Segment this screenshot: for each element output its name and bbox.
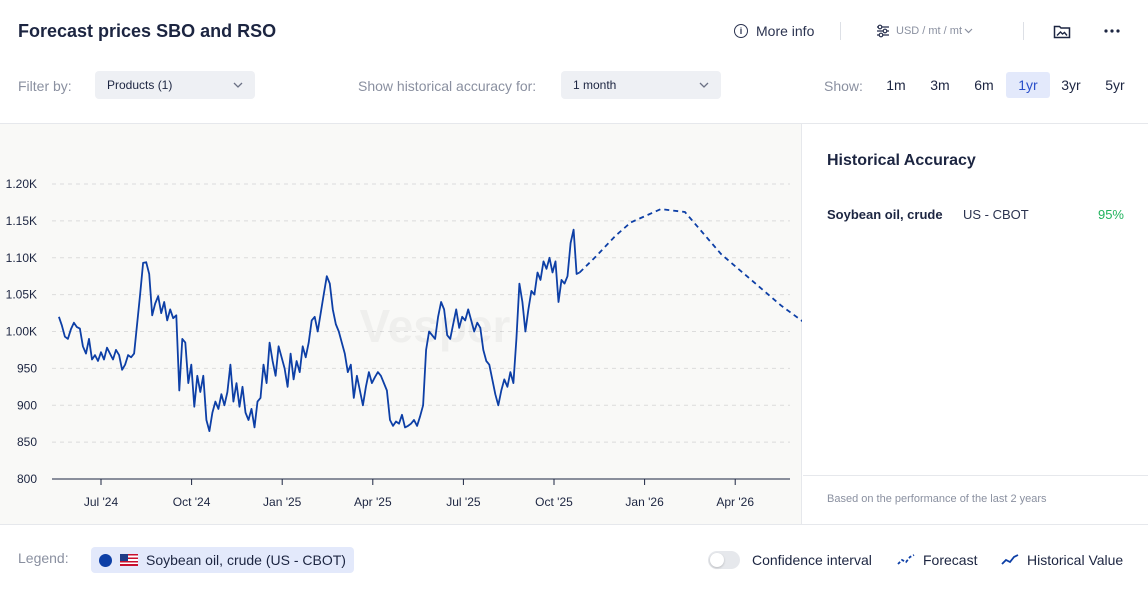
accuracy-row: Soybean oil, crude US - CBOT 95% [827, 207, 1124, 222]
header: Forecast prices SBO and RSO i More info … [0, 0, 1148, 124]
forecast-legend-label: Forecast [923, 552, 978, 568]
historical-series-line [58, 228, 581, 432]
divider [803, 475, 1148, 476]
legend-item-soybean-oil[interactable]: Soybean oil, crude (US - CBOT) [91, 547, 354, 573]
more-options-button[interactable] [1101, 20, 1123, 42]
x-tick-label: Oct '24 [173, 495, 211, 509]
x-tick-label: Apr '25 [354, 495, 392, 509]
unit-select[interactable]: USD / mt / mt [876, 24, 973, 38]
y-tick-label: 800 [17, 472, 37, 486]
x-tick-label: Jan '26 [625, 495, 664, 509]
x-tick-label: Jan '25 [263, 495, 302, 509]
unit-label: USD / mt / mt [896, 25, 962, 37]
accuracy-select[interactable]: 1 month [561, 71, 721, 99]
x-tick-label: Jul '24 [84, 495, 119, 509]
x-tick-label: Jul '25 [446, 495, 481, 509]
y-tick-label: 1.10K [6, 251, 37, 265]
range-button-1yr[interactable]: 1yr [1006, 72, 1050, 98]
accuracy-panel: Historical Accuracy Soybean oil, crude U… [803, 124, 1148, 524]
save-image-button[interactable] [1051, 20, 1073, 42]
chart-panel: Vesper 800 850 900 950 1.00K 1.05K 1.10K 1.15K 1… [0, 124, 1053, 524]
accuracy-label: Show historical accuracy for: [358, 78, 537, 94]
y-tick-label: 1.15K [6, 214, 37, 228]
products-select[interactable]: Products (1) [95, 71, 255, 99]
show-label: Show: [824, 78, 863, 94]
accuracy-select-value: 1 month [573, 78, 617, 92]
accuracy-value: 95% [1097, 207, 1124, 222]
historical-value-legend[interactable]: Historical Value [1001, 552, 1123, 568]
legend-label: Legend: [18, 550, 69, 566]
range-button-1m[interactable]: 1m [886, 77, 906, 93]
chevron-down-icon [699, 82, 709, 88]
y-tick-label: 1.05K [6, 288, 37, 302]
y-tick-label: 1.20K [6, 177, 37, 191]
series-color-dot [99, 553, 112, 567]
sliders-icon [877, 24, 889, 38]
watermark-text: Vesper [360, 300, 511, 352]
forecast-legend[interactable]: Forecast [897, 552, 977, 568]
range-button-6m[interactable]: 6m [974, 77, 994, 93]
confidence-interval-toggle[interactable] [708, 551, 740, 569]
us-flag-icon [120, 554, 138, 566]
legend-footer: Legend: Soybean oil, crude (US - CBOT) C… [0, 524, 1148, 591]
filter-label: Filter by: [18, 78, 72, 94]
accuracy-exchange: US - CBOT [963, 207, 1029, 222]
range-button-5yr[interactable]: 5yr [1105, 77, 1125, 93]
range-button-3yr[interactable]: 3yr [1061, 77, 1081, 93]
accuracy-footnote: Based on the performance of the last 2 y… [827, 493, 1047, 505]
products-select-value: Products (1) [107, 78, 173, 92]
image-folder-icon [1053, 25, 1071, 38]
y-tick-label: 1.00K [6, 325, 37, 339]
range-button-3m[interactable]: 3m [930, 77, 950, 93]
divider [1023, 22, 1024, 40]
x-tick-label: Apr '26 [716, 495, 754, 509]
more-info-label: More info [756, 23, 815, 39]
legend-item-label: Soybean oil, crude (US - CBOT) [146, 552, 346, 568]
forecast-line-icon [897, 554, 915, 565]
page-title: Forecast prices SBO and RSO [18, 21, 277, 41]
divider [840, 22, 841, 40]
info-icon: i [734, 24, 748, 38]
y-tick-label: 950 [17, 361, 37, 375]
more-info-button[interactable]: i More info [734, 23, 814, 39]
x-tick-label: Oct '25 [535, 495, 573, 509]
chevron-down-icon [964, 28, 973, 34]
historical-line-icon [1001, 554, 1019, 565]
y-tick-label: 900 [17, 398, 37, 412]
y-tick-label: 850 [17, 435, 37, 449]
historical-legend-label: Historical Value [1027, 552, 1124, 568]
accuracy-product: Soybean oil, crude [827, 207, 943, 222]
more-horizontal-icon [1104, 29, 1120, 33]
accuracy-panel-title: Historical Accuracy [827, 152, 976, 169]
price-chart[interactable]: Vesper 800 850 900 950 1.00K 1.05K 1.10K 1.15K 1… [0, 124, 1053, 524]
chevron-down-icon [233, 82, 243, 88]
confidence-interval-label: Confidence interval [752, 552, 872, 568]
forecast-series-line [578, 208, 1053, 379]
